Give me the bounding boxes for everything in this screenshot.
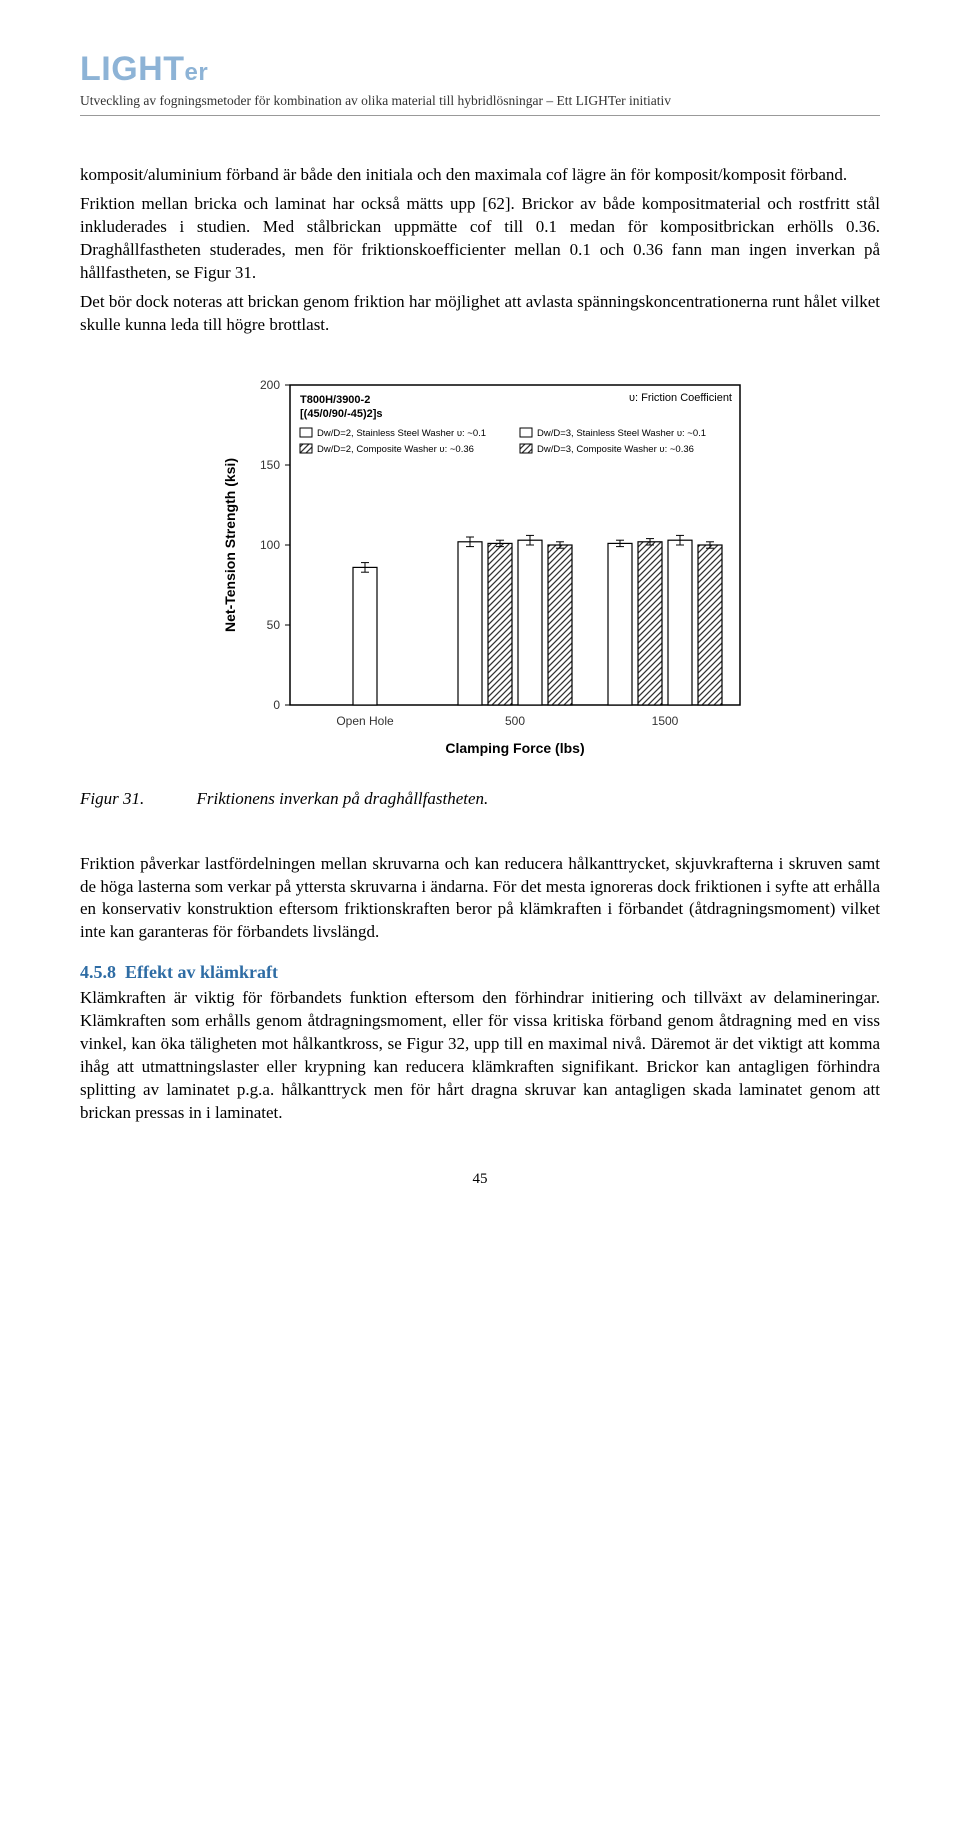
figure-label: Figur 31. bbox=[80, 789, 144, 808]
brand-suffix: er bbox=[184, 59, 208, 86]
svg-text:Dw/D=3, Stainless Steel Washer: Dw/D=3, Stainless Steel Washer υ: ~0.1 bbox=[537, 428, 706, 439]
svg-text:0: 0 bbox=[273, 698, 280, 712]
svg-text:150: 150 bbox=[260, 458, 280, 472]
section-paragraph-1: Klämkraften är viktig för förbandets fun… bbox=[80, 987, 880, 1125]
svg-text:T800H/3900-2: T800H/3900-2 bbox=[300, 394, 370, 406]
svg-text:Dw/D=2, Composite Washer: Dw/D=2, Composite Washer υ: ~0.36 bbox=[317, 444, 474, 455]
section-title: Effekt av klämkraft bbox=[125, 962, 278, 982]
section-number: 4.5.8 bbox=[80, 962, 116, 982]
paragraph-3: Det bör dock noteras att brickan genom f… bbox=[80, 291, 880, 337]
brand-logo: LIGHTer bbox=[80, 50, 880, 89]
svg-text:[(45/0/90/-45)2]s: [(45/0/90/-45)2]s bbox=[300, 408, 383, 420]
svg-text:Clamping Force (lbs): Clamping Force (lbs) bbox=[445, 740, 584, 756]
header-subtitle: Utveckling av fogningsmetoder för kombin… bbox=[80, 93, 880, 116]
svg-text:1500: 1500 bbox=[652, 714, 679, 728]
section-heading: 4.5.8 Effekt av klämkraft bbox=[80, 962, 880, 983]
svg-text:200: 200 bbox=[260, 378, 280, 392]
svg-text:υ: Friction Coefficient: υ: Friction Coefficient bbox=[629, 392, 732, 404]
svg-text:Open Hole: Open Hole bbox=[336, 714, 394, 728]
figure-31: 0 50 100 150 200 Net-Tension Strength (ksi) Op… bbox=[80, 355, 880, 775]
paragraph-2: Friktion mellan bricka och laminat har o… bbox=[80, 193, 880, 285]
svg-text:Dw/D=3, Composite Washer: Dw/D=3, Composite Washer υ: ~0.36 bbox=[537, 444, 694, 455]
chart-svg: 0 50 100 150 200 Net-Tension Strength (ksi) Op… bbox=[200, 355, 760, 775]
svg-text:Dw/D=2, Stainless Steel Washer: Dw/D=2, Stainless Steel Washer υ: ~0.1 bbox=[317, 428, 486, 439]
svg-text:500: 500 bbox=[505, 714, 525, 728]
svg-text:100: 100 bbox=[260, 538, 280, 552]
paragraph-1: komposit/aluminium förband är både den i… bbox=[80, 164, 880, 187]
page-number: 45 bbox=[80, 1171, 880, 1188]
page: LIGHTer Utveckling av fogningsmetoder fö… bbox=[0, 0, 960, 1248]
svg-text:Net-Tension Strength (ksi): Net-Tension Strength (ksi) bbox=[222, 458, 238, 632]
figure-text: Friktionens inverkan på draghållfasthete… bbox=[196, 789, 488, 808]
brand-main: LIGHT bbox=[80, 50, 184, 88]
paragraph-after-figure: Friktion påverkar lastfördelningen mella… bbox=[80, 853, 880, 945]
figure-caption: Figur 31. Friktionens inverkan på draghå… bbox=[80, 789, 880, 809]
svg-text:50: 50 bbox=[267, 618, 281, 632]
